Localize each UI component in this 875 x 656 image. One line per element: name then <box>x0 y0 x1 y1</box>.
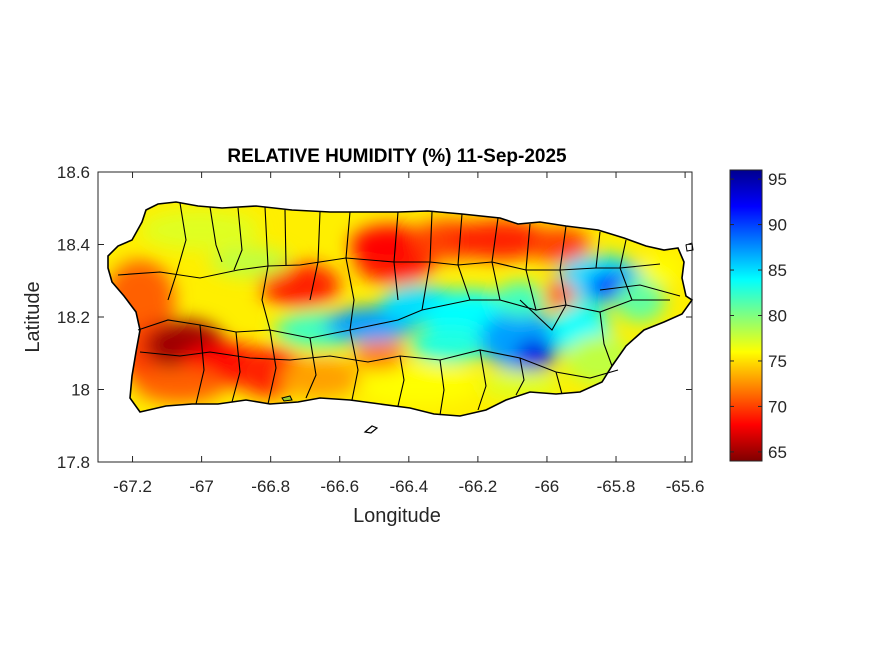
colorbar-tick-label: 85 <box>768 261 787 280</box>
municipality-border <box>477 349 487 411</box>
field-blob <box>410 327 490 363</box>
field-blob <box>260 263 340 307</box>
municipality-border <box>555 371 563 395</box>
field-blob <box>355 340 405 370</box>
municipality-border <box>595 231 601 269</box>
x-tick-label: -67 <box>189 477 214 496</box>
x-axis-label: Longitude <box>353 505 441 527</box>
field-blob <box>280 358 360 398</box>
x-tick-label: -66.2 <box>459 477 498 496</box>
y-tick-label: 18 <box>71 381 90 400</box>
municipality-border <box>195 324 205 405</box>
y-tick-label: 18.4 <box>57 236 90 255</box>
field-blob <box>530 227 590 263</box>
municipality-border <box>167 202 187 301</box>
municipality-border <box>284 209 287 266</box>
municipality-border <box>439 359 445 416</box>
x-tick-label: -67.2 <box>113 477 152 496</box>
x-tick-label: -66.8 <box>251 477 290 496</box>
field-blob <box>135 367 225 403</box>
municipality-border <box>515 357 525 396</box>
municipality-border <box>397 355 405 407</box>
municipality-border <box>139 349 619 379</box>
municipality-border <box>599 284 681 297</box>
field-blob <box>515 340 555 370</box>
field-blob <box>450 220 550 260</box>
colorbar-tick-label: 95 <box>768 170 787 189</box>
field-blob <box>640 256 680 284</box>
y-axis-ticks: 18.6 18.4 18.2 18 17.8 <box>57 163 692 472</box>
x-tick-label: -65.8 <box>597 477 636 496</box>
y-tick-label: 18.2 <box>57 308 90 327</box>
x-tick-label: -66 <box>535 477 560 496</box>
field-blob <box>350 225 430 265</box>
islet-caja-de-muertos <box>363 425 379 434</box>
colorbar-ticks: 65 70 75 80 85 90 95 <box>730 170 787 462</box>
municipality-border <box>345 211 355 331</box>
municipality-border <box>231 331 241 403</box>
islet-east <box>685 242 694 252</box>
coastline <box>107 201 694 417</box>
islet-south <box>281 395 293 402</box>
x-axis-ticks: -67.2 -67 -66.8 -66.6 -66.4 -66.2 -66 -65.8 -65.… <box>113 172 704 496</box>
municipality-border <box>599 311 613 367</box>
colorbar-tick-label: 65 <box>768 443 787 462</box>
field-blob <box>360 365 480 405</box>
humidity-field <box>108 202 692 416</box>
x-tick-label: -66.4 <box>389 477 428 496</box>
field-blob <box>545 280 575 310</box>
municipality-border <box>261 206 271 331</box>
colorbar-tick-label: 70 <box>768 397 787 416</box>
x-tick-label: -66.6 <box>320 477 359 496</box>
municipality-border <box>267 329 277 405</box>
x-tick-label: -65.6 <box>666 477 705 496</box>
y-axis-label: Latitude <box>22 281 44 352</box>
map-title: RELATIVE HUMIDITY (%) 11-Sep-2025 <box>227 146 567 167</box>
municipality-border <box>209 206 223 263</box>
municipality-border <box>233 207 243 271</box>
field-blob <box>210 247 290 277</box>
municipality-borders <box>117 202 681 416</box>
municipality-border <box>519 299 567 331</box>
colorbar-tick-label: 80 <box>768 307 787 326</box>
colorbar-tick-label: 90 <box>768 216 787 235</box>
colorbar-tick-label: 75 <box>768 352 787 371</box>
y-tick-label: 17.8 <box>57 453 90 472</box>
municipality-border <box>137 299 670 339</box>
municipality-border <box>117 257 661 279</box>
municipality-border <box>349 329 359 401</box>
y-tick-label: 18.6 <box>57 163 90 182</box>
field-blob <box>140 210 260 250</box>
colorbar <box>729 169 763 462</box>
municipality-border <box>305 337 317 399</box>
